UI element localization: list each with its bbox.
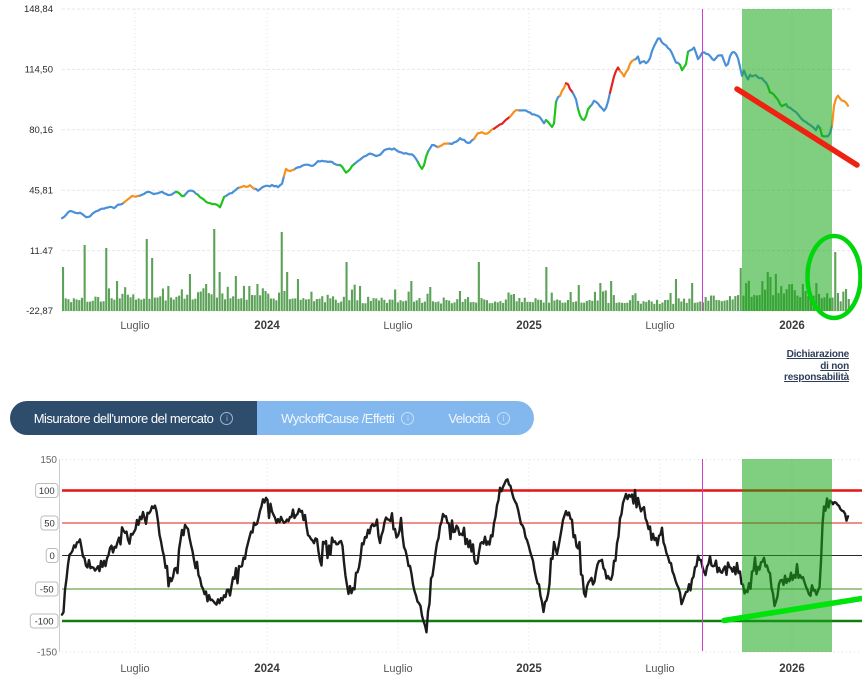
- svg-text:2026: 2026: [779, 663, 805, 675]
- svg-text:-100: -100: [35, 616, 54, 627]
- svg-text:150: 150: [40, 455, 57, 466]
- svg-text:80,16: 80,16: [29, 125, 53, 136]
- svg-text:Luglio: Luglio: [645, 663, 674, 675]
- svg-text:Luglio: Luglio: [383, 663, 412, 675]
- svg-text:45,81: 45,81: [29, 185, 53, 196]
- svg-text:100: 100: [39, 486, 55, 497]
- svg-text:2024: 2024: [254, 320, 280, 332]
- svg-text:11.47: 11.47: [30, 246, 53, 257]
- svg-text:2025: 2025: [516, 663, 542, 675]
- svg-text:2025: 2025: [516, 320, 542, 332]
- svg-text:Luglio: Luglio: [120, 663, 149, 675]
- svg-text:Luglio: Luglio: [383, 320, 412, 332]
- svg-text:Luglio: Luglio: [645, 320, 674, 332]
- svg-text:50: 50: [44, 518, 55, 529]
- svg-text:-150: -150: [37, 647, 57, 658]
- svg-text:2024: 2024: [254, 663, 280, 675]
- svg-text:Luglio: Luglio: [120, 320, 149, 332]
- svg-text:-22,87: -22,87: [26, 306, 53, 317]
- svg-text:-50: -50: [40, 584, 54, 595]
- svg-text:0: 0: [49, 551, 54, 562]
- svg-text:148,84: 148,84: [24, 4, 53, 15]
- svg-text:2026: 2026: [779, 320, 805, 332]
- svg-text:114,50: 114,50: [25, 65, 53, 76]
